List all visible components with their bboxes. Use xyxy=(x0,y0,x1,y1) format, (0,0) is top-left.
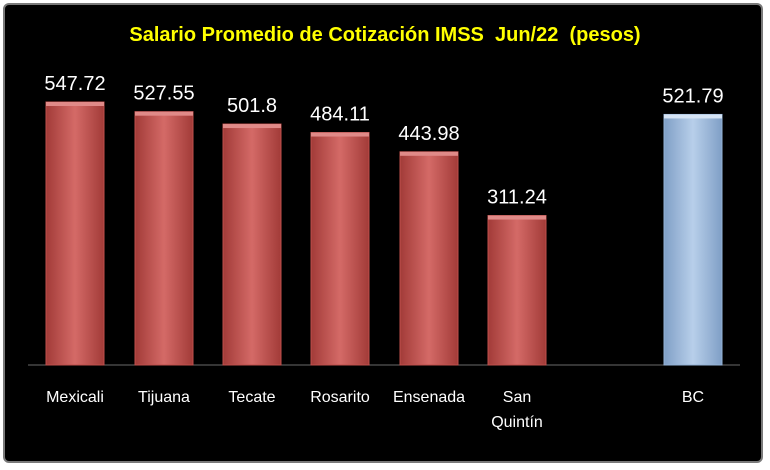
category-label-bc: BC xyxy=(682,389,704,406)
bar-tijuana xyxy=(134,111,194,366)
category-label-tecate: Tecate xyxy=(228,389,275,406)
category-label-rosarito: Rosarito xyxy=(310,389,370,406)
bar-cap-tijuana xyxy=(135,111,193,116)
chart-frame xyxy=(3,3,763,463)
category-label-tijuana: Tijuana xyxy=(138,389,190,406)
bar-cap-tecate xyxy=(223,124,281,129)
value-label-rosarito: 484.11 xyxy=(310,104,370,126)
bar-mexicali xyxy=(45,101,105,366)
bar-cap-bc xyxy=(664,114,722,119)
bar-cap-ensenada xyxy=(400,151,458,156)
category-label-san-quintin-line1: San xyxy=(503,389,531,406)
bar-san-quintin xyxy=(487,215,547,366)
category-label-ensenada: Ensenada xyxy=(393,389,465,406)
chart-title: Salario Promedio de Cotización IMSS Jun/… xyxy=(129,24,641,46)
bar-cap-mexicali xyxy=(46,102,104,106)
bar-cap-rosarito xyxy=(311,132,369,137)
category-label-san-quintin-line2: Quintín xyxy=(491,414,543,431)
value-label-mexicali: 547.72 xyxy=(44,73,105,95)
category-label-mexicali: Mexicali xyxy=(46,389,104,406)
value-label-ensenada: 443.98 xyxy=(398,123,459,145)
bar-tecate xyxy=(222,123,282,366)
value-label-tijuana: 527.55 xyxy=(133,83,194,105)
value-label-bc: 521.79 xyxy=(662,85,723,107)
bar-rosarito xyxy=(310,132,370,366)
bar-cap-san-quintin xyxy=(488,215,546,220)
bar-ensenada xyxy=(399,151,459,366)
value-label-tecate: 501.8 xyxy=(227,95,277,117)
bar-bc xyxy=(663,113,723,366)
bars-group: 547.72 Mexicali 527.55 Tijuana 501.8 Tecate 48… xyxy=(44,73,723,431)
value-label-san-quintin: 311.24 xyxy=(487,187,547,209)
